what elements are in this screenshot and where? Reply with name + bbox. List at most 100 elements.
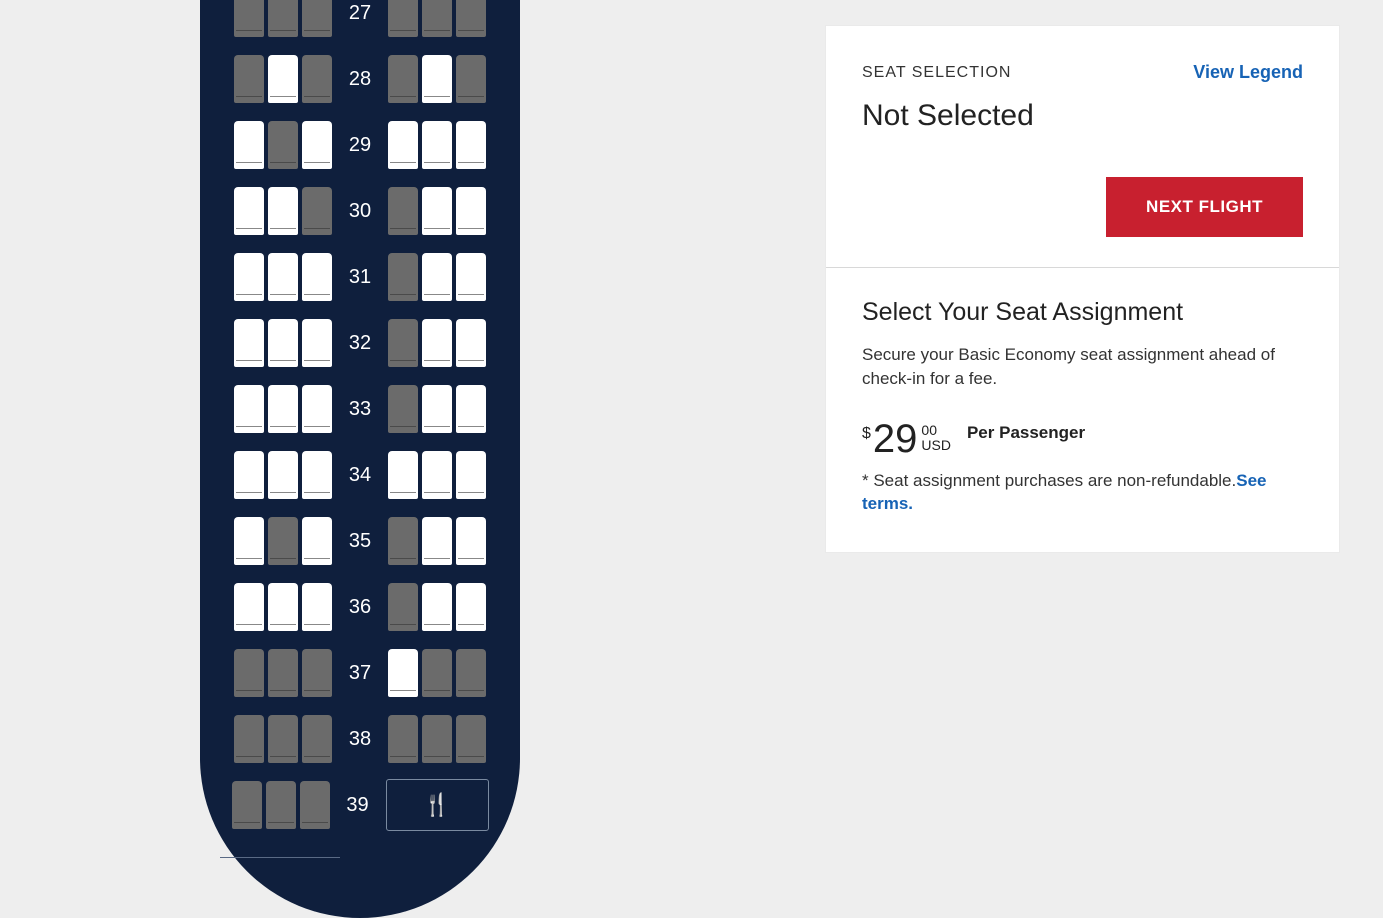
panel-header-row: SEAT SELECTION View Legend bbox=[862, 62, 1303, 83]
seat[interactable] bbox=[422, 517, 452, 565]
seat[interactable] bbox=[234, 187, 264, 235]
seat[interactable] bbox=[388, 121, 418, 169]
seat bbox=[388, 319, 418, 367]
seat[interactable] bbox=[234, 319, 264, 367]
seat bbox=[388, 583, 418, 631]
assign-title: Select Your Seat Assignment bbox=[862, 298, 1303, 327]
seat[interactable] bbox=[268, 319, 298, 367]
seat[interactable] bbox=[302, 385, 332, 433]
seat-group-right bbox=[388, 649, 486, 697]
seat[interactable] bbox=[388, 649, 418, 697]
seat[interactable] bbox=[422, 187, 452, 235]
seat[interactable] bbox=[422, 451, 452, 499]
seat[interactable] bbox=[422, 55, 452, 103]
seat[interactable] bbox=[456, 517, 486, 565]
per-passenger-label: Per Passenger bbox=[967, 423, 1085, 443]
row-number: 34 bbox=[340, 464, 380, 487]
seat[interactable] bbox=[234, 121, 264, 169]
seat[interactable] bbox=[302, 121, 332, 169]
seat bbox=[234, 715, 264, 763]
seat[interactable] bbox=[234, 451, 264, 499]
seat-row: 29 bbox=[200, 112, 520, 178]
seat bbox=[388, 55, 418, 103]
seat[interactable] bbox=[302, 517, 332, 565]
seat-row: 31 bbox=[200, 244, 520, 310]
seat[interactable] bbox=[268, 583, 298, 631]
price-line: $ 29 00 USD Per Passenger bbox=[862, 419, 1303, 459]
seat-group-left bbox=[234, 121, 332, 169]
seat[interactable] bbox=[388, 451, 418, 499]
next-flight-button[interactable]: NEXT FLIGHT bbox=[1106, 177, 1303, 237]
seat-group-left bbox=[234, 319, 332, 367]
seat bbox=[234, 0, 264, 37]
seat-selection-panel: SEAT SELECTION View Legend Not Selected … bbox=[825, 25, 1340, 553]
seat[interactable] bbox=[422, 121, 452, 169]
seat bbox=[388, 187, 418, 235]
seat[interactable] bbox=[456, 385, 486, 433]
seat-group-left bbox=[234, 187, 332, 235]
seat[interactable] bbox=[456, 451, 486, 499]
seat[interactable] bbox=[268, 187, 298, 235]
seat[interactable] bbox=[456, 319, 486, 367]
price-block: $ 29 00 USD bbox=[862, 419, 951, 459]
row-number: 28 bbox=[340, 68, 380, 91]
row-number: 38 bbox=[340, 728, 380, 751]
seat bbox=[388, 385, 418, 433]
utensils-icon: 🍴 bbox=[423, 792, 450, 818]
row-number: 37 bbox=[340, 662, 380, 685]
panel-assign-section: Select Your Seat Assignment Secure your … bbox=[826, 268, 1339, 552]
seat[interactable] bbox=[422, 583, 452, 631]
seat-group-left bbox=[234, 55, 332, 103]
seat[interactable] bbox=[234, 253, 264, 301]
seat bbox=[302, 649, 332, 697]
seat-row: 30 bbox=[200, 178, 520, 244]
row-number: 27 bbox=[340, 2, 380, 25]
seat[interactable] bbox=[234, 517, 264, 565]
seat[interactable] bbox=[268, 55, 298, 103]
price-currency: USD bbox=[921, 437, 951, 454]
seat-row: 37 bbox=[200, 640, 520, 706]
seat[interactable] bbox=[234, 385, 264, 433]
seat[interactable] bbox=[302, 253, 332, 301]
seat[interactable] bbox=[268, 451, 298, 499]
row-number: 31 bbox=[340, 266, 380, 289]
seat[interactable] bbox=[456, 187, 486, 235]
seat bbox=[456, 0, 486, 37]
seat bbox=[422, 649, 452, 697]
seat-row: 36 bbox=[200, 574, 520, 640]
seat[interactable] bbox=[456, 583, 486, 631]
seat bbox=[268, 121, 298, 169]
seat bbox=[268, 517, 298, 565]
seat[interactable] bbox=[422, 385, 452, 433]
seat[interactable] bbox=[302, 583, 332, 631]
row-number: 30 bbox=[340, 200, 380, 223]
seat-group-left bbox=[234, 517, 332, 565]
seat bbox=[300, 781, 330, 829]
seat-group-left bbox=[234, 385, 332, 433]
seat-row: 32 bbox=[200, 310, 520, 376]
seat bbox=[268, 649, 298, 697]
seat[interactable] bbox=[422, 253, 452, 301]
seat-row: 35 bbox=[200, 508, 520, 574]
seat[interactable] bbox=[302, 451, 332, 499]
seat bbox=[302, 55, 332, 103]
seat bbox=[422, 0, 452, 37]
seat-group-right bbox=[388, 385, 486, 433]
seat-group-right bbox=[388, 715, 486, 763]
seat[interactable] bbox=[268, 385, 298, 433]
seat[interactable] bbox=[456, 253, 486, 301]
seat-group-right bbox=[388, 55, 486, 103]
seat-row: 28 bbox=[200, 46, 520, 112]
seat bbox=[388, 517, 418, 565]
view-legend-link[interactable]: View Legend bbox=[1193, 62, 1303, 83]
seat bbox=[302, 187, 332, 235]
seat[interactable] bbox=[234, 583, 264, 631]
seat-group-left bbox=[234, 583, 332, 631]
seat[interactable] bbox=[456, 121, 486, 169]
seat-group-right bbox=[388, 583, 486, 631]
seat[interactable] bbox=[302, 319, 332, 367]
seat[interactable] bbox=[422, 319, 452, 367]
seat-group-right bbox=[388, 0, 486, 37]
seat[interactable] bbox=[268, 253, 298, 301]
seat-group-right bbox=[388, 253, 486, 301]
